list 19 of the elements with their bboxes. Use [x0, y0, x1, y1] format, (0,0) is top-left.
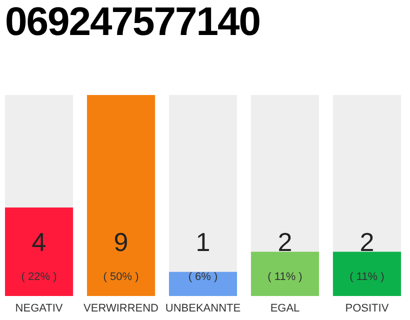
bar — [250, 252, 320, 296]
chart-title: 069247577140 — [5, 0, 260, 45]
data-label: ( 50% ) — [103, 271, 139, 283]
bar — [168, 272, 238, 296]
data-label: ( 11% ) — [268, 271, 302, 283]
x-tick-label: VERWIRREND — [84, 302, 159, 314]
bar — [332, 252, 401, 296]
annotation: 9 — [114, 227, 128, 257]
annotation: 1 — [196, 227, 210, 257]
x-tick-label: UNBEKANNTE — [165, 302, 241, 314]
annotation: 4 — [32, 227, 46, 257]
x-tick-label: NEGATIV — [15, 302, 64, 314]
annotation: 2 — [360, 227, 374, 257]
data-label: ( 6% ) — [188, 271, 218, 283]
data-label: ( 11% ) — [350, 271, 384, 283]
data-label: ( 22% ) — [21, 271, 57, 283]
x-tick-label: EGAL — [270, 302, 300, 314]
annotation: 2 — [278, 227, 292, 257]
x-tick-label: POSITIV — [345, 302, 390, 314]
